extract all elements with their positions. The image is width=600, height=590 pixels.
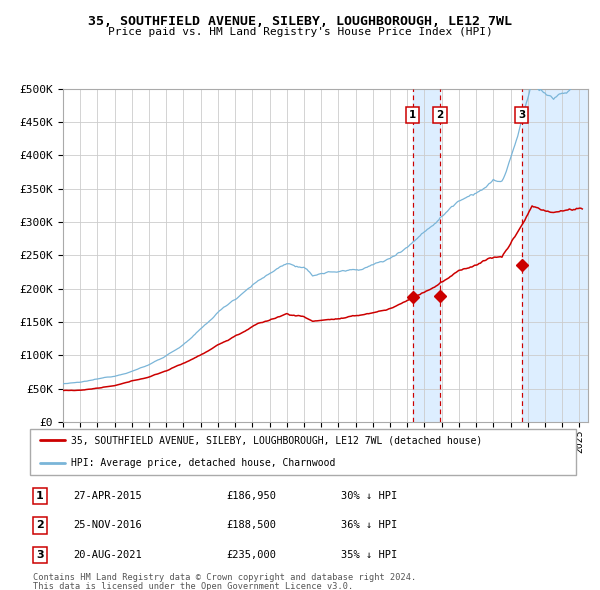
Bar — [521, 88, 588, 422]
Text: 27-APR-2015: 27-APR-2015 — [74, 491, 142, 501]
Text: 25-NOV-2016: 25-NOV-2016 — [74, 520, 142, 530]
Text: £188,500: £188,500 — [227, 520, 277, 530]
Text: 35% ↓ HPI: 35% ↓ HPI — [341, 550, 397, 560]
Text: 3: 3 — [36, 550, 44, 560]
Text: Price paid vs. HM Land Registry's House Price Index (HPI): Price paid vs. HM Land Registry's House … — [107, 27, 493, 37]
Text: 1: 1 — [409, 110, 416, 120]
Text: 20-AUG-2021: 20-AUG-2021 — [74, 550, 142, 560]
Text: 2: 2 — [436, 110, 443, 120]
Text: 2: 2 — [36, 520, 44, 530]
Bar — [521, 88, 588, 422]
Text: This data is licensed under the Open Government Licence v3.0.: This data is licensed under the Open Gov… — [33, 582, 353, 590]
Text: HPI: Average price, detached house, Charnwood: HPI: Average price, detached house, Char… — [71, 458, 335, 468]
Text: 35, SOUTHFIELD AVENUE, SILEBY, LOUGHBOROUGH, LE12 7WL: 35, SOUTHFIELD AVENUE, SILEBY, LOUGHBORO… — [88, 15, 512, 28]
Text: 1: 1 — [36, 491, 44, 501]
Text: 36% ↓ HPI: 36% ↓ HPI — [341, 520, 397, 530]
Text: 35, SOUTHFIELD AVENUE, SILEBY, LOUGHBOROUGH, LE12 7WL (detached house): 35, SOUTHFIELD AVENUE, SILEBY, LOUGHBORO… — [71, 435, 482, 445]
Text: Contains HM Land Registry data © Crown copyright and database right 2024.: Contains HM Land Registry data © Crown c… — [33, 573, 416, 582]
Text: 3: 3 — [518, 110, 525, 120]
Text: £235,000: £235,000 — [227, 550, 277, 560]
Text: £186,950: £186,950 — [227, 491, 277, 501]
Text: 30% ↓ HPI: 30% ↓ HPI — [341, 491, 397, 501]
FancyBboxPatch shape — [30, 429, 576, 475]
Bar — [413, 88, 440, 422]
